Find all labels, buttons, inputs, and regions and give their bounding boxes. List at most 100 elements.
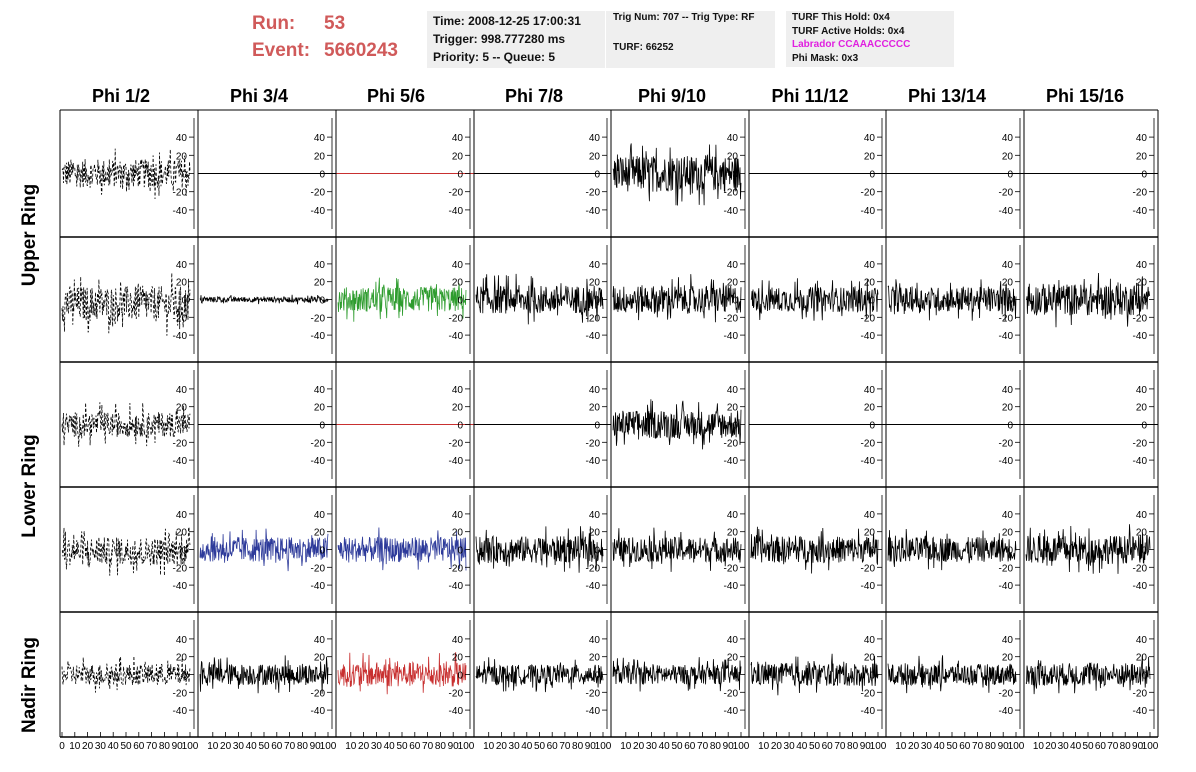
waveform-trace <box>1025 654 1151 695</box>
y-tick-label: 0 <box>457 546 463 557</box>
y-tick-label: -40 <box>724 706 739 717</box>
y-tick-label: 20 <box>176 528 188 539</box>
y-tick-label: -20 <box>724 688 739 699</box>
y-tick-label: 0 <box>1141 170 1147 181</box>
x-tick-label: 30 <box>233 741 245 752</box>
x-tick-label: 10 <box>483 741 495 752</box>
y-tick-label: -40 <box>724 456 739 467</box>
event-value: 5660243 <box>324 40 398 61</box>
x-tick-label: 100 <box>1008 741 1025 752</box>
waveform-trace <box>61 655 191 693</box>
y-tick-label: 20 <box>176 403 188 414</box>
x-tick-label: 90 <box>585 741 597 752</box>
y-tick-label: 20 <box>864 151 876 162</box>
y-tick-label: -20 <box>999 688 1014 699</box>
x-tick-label: 20 <box>633 741 645 752</box>
y-tick-label: 20 <box>176 151 188 162</box>
waveform-trace <box>612 143 742 206</box>
waveform-trace <box>1025 272 1151 328</box>
y-tick-label: -40 <box>173 706 188 717</box>
y-tick-label: 20 <box>452 528 464 539</box>
y-tick-label: 0 <box>869 671 875 682</box>
y-tick-label: 0 <box>732 546 738 557</box>
y-tick-label: 0 <box>1007 421 1013 432</box>
x-tick-label: 50 <box>396 741 408 752</box>
y-tick-label: 20 <box>864 403 876 414</box>
x-tick-label: 40 <box>108 741 120 752</box>
x-tick-label: 10 <box>69 741 81 752</box>
y-tick-label: 0 <box>594 296 600 307</box>
y-tick-label: 40 <box>1002 385 1014 396</box>
y-tick-label: 40 <box>1136 260 1148 271</box>
x-tick-label: 20 <box>908 741 920 752</box>
y-tick-label: 0 <box>457 170 463 181</box>
column-header-phi-7-8: Phi 7/8 <box>504 86 564 106</box>
waveform-trace <box>475 273 604 325</box>
y-tick-label: 0 <box>1007 296 1013 307</box>
y-tick-label: 0 <box>457 421 463 432</box>
waveform-trace <box>612 274 742 323</box>
y-tick-label: -40 <box>1133 581 1148 592</box>
y-tick-label: 20 <box>589 151 601 162</box>
x-tick-label: 50 <box>671 741 683 752</box>
waveform-trace <box>61 272 191 336</box>
x-tick-label: 60 <box>959 741 971 752</box>
y-tick-label: 20 <box>1002 403 1014 414</box>
trig-num-text: Trig Num: 707 -- Trig Type: RF <box>613 12 755 23</box>
y-tick-label: -20 <box>173 563 188 574</box>
y-tick-label: -20 <box>861 688 876 699</box>
x-tick-label: 10 <box>1033 741 1045 752</box>
y-tick-label: 40 <box>864 260 876 271</box>
x-tick-label: 20 <box>220 741 232 752</box>
x-tick-label: 50 <box>809 741 821 752</box>
y-tick-label: 20 <box>314 403 326 414</box>
y-tick-label: -20 <box>999 563 1014 574</box>
waveform-trace <box>887 655 1017 694</box>
y-tick-label: 20 <box>1136 278 1148 289</box>
waveform-trace <box>337 652 467 695</box>
y-tick-label: 20 <box>1002 278 1014 289</box>
y-tick-label: -40 <box>999 456 1014 467</box>
column-header-phi-15-16: Phi 15/16 <box>1045 86 1125 106</box>
y-tick-label: 20 <box>314 528 326 539</box>
y-tick-label: 40 <box>176 260 188 271</box>
y-tick-label: -20 <box>311 188 326 199</box>
trig-info-box: Trig Num: 707 -- Trig Type: RF TURF: 662… <box>606 11 775 68</box>
y-tick-label: 0 <box>319 421 325 432</box>
y-tick-label: 0 <box>181 421 187 432</box>
y-tick-label: 40 <box>1136 133 1148 144</box>
column-header-phi-11-12: Phi 11/12 <box>771 86 849 106</box>
y-tick-label: 0 <box>869 546 875 557</box>
y-tick-label: -40 <box>999 581 1014 592</box>
turf-this-hold-text: TURF This Hold: 0x4 <box>792 12 890 23</box>
y-tick-label: -40 <box>999 706 1014 717</box>
x-tick-label: 70 <box>972 741 984 752</box>
y-tick-label: 40 <box>589 510 601 521</box>
y-tick-label: -40 <box>173 331 188 342</box>
y-tick-label: 40 <box>589 635 601 646</box>
x-tick-label: 100 <box>320 741 337 752</box>
y-tick-label: 40 <box>1002 510 1014 521</box>
y-tick-label: 40 <box>314 133 326 144</box>
x-tick-label: 40 <box>659 741 671 752</box>
waveform-trace <box>199 528 329 572</box>
y-tick-label: -20 <box>999 188 1014 199</box>
event-label: Event: <box>252 40 311 61</box>
y-tick-label: -20 <box>999 438 1014 449</box>
run-event-block: Run: 53 Event: 5660243 <box>252 10 422 65</box>
y-tick-label: -40 <box>586 206 601 217</box>
y-tick-label: -20 <box>173 688 188 699</box>
y-tick-label: -20 <box>449 688 464 699</box>
y-tick-label: -40 <box>449 706 464 717</box>
y-tick-label: 20 <box>589 528 601 539</box>
y-tick-label: 0 <box>594 671 600 682</box>
x-tick-label: 50 <box>946 741 958 752</box>
x-tick-label: 70 <box>284 741 296 752</box>
y-tick-label: 40 <box>314 385 326 396</box>
y-tick-label: -20 <box>311 563 326 574</box>
x-tick-label: 90 <box>998 741 1010 752</box>
y-tick-label: -20 <box>311 438 326 449</box>
x-tick-label: 10 <box>620 741 632 752</box>
y-tick-label: 0 <box>594 421 600 432</box>
